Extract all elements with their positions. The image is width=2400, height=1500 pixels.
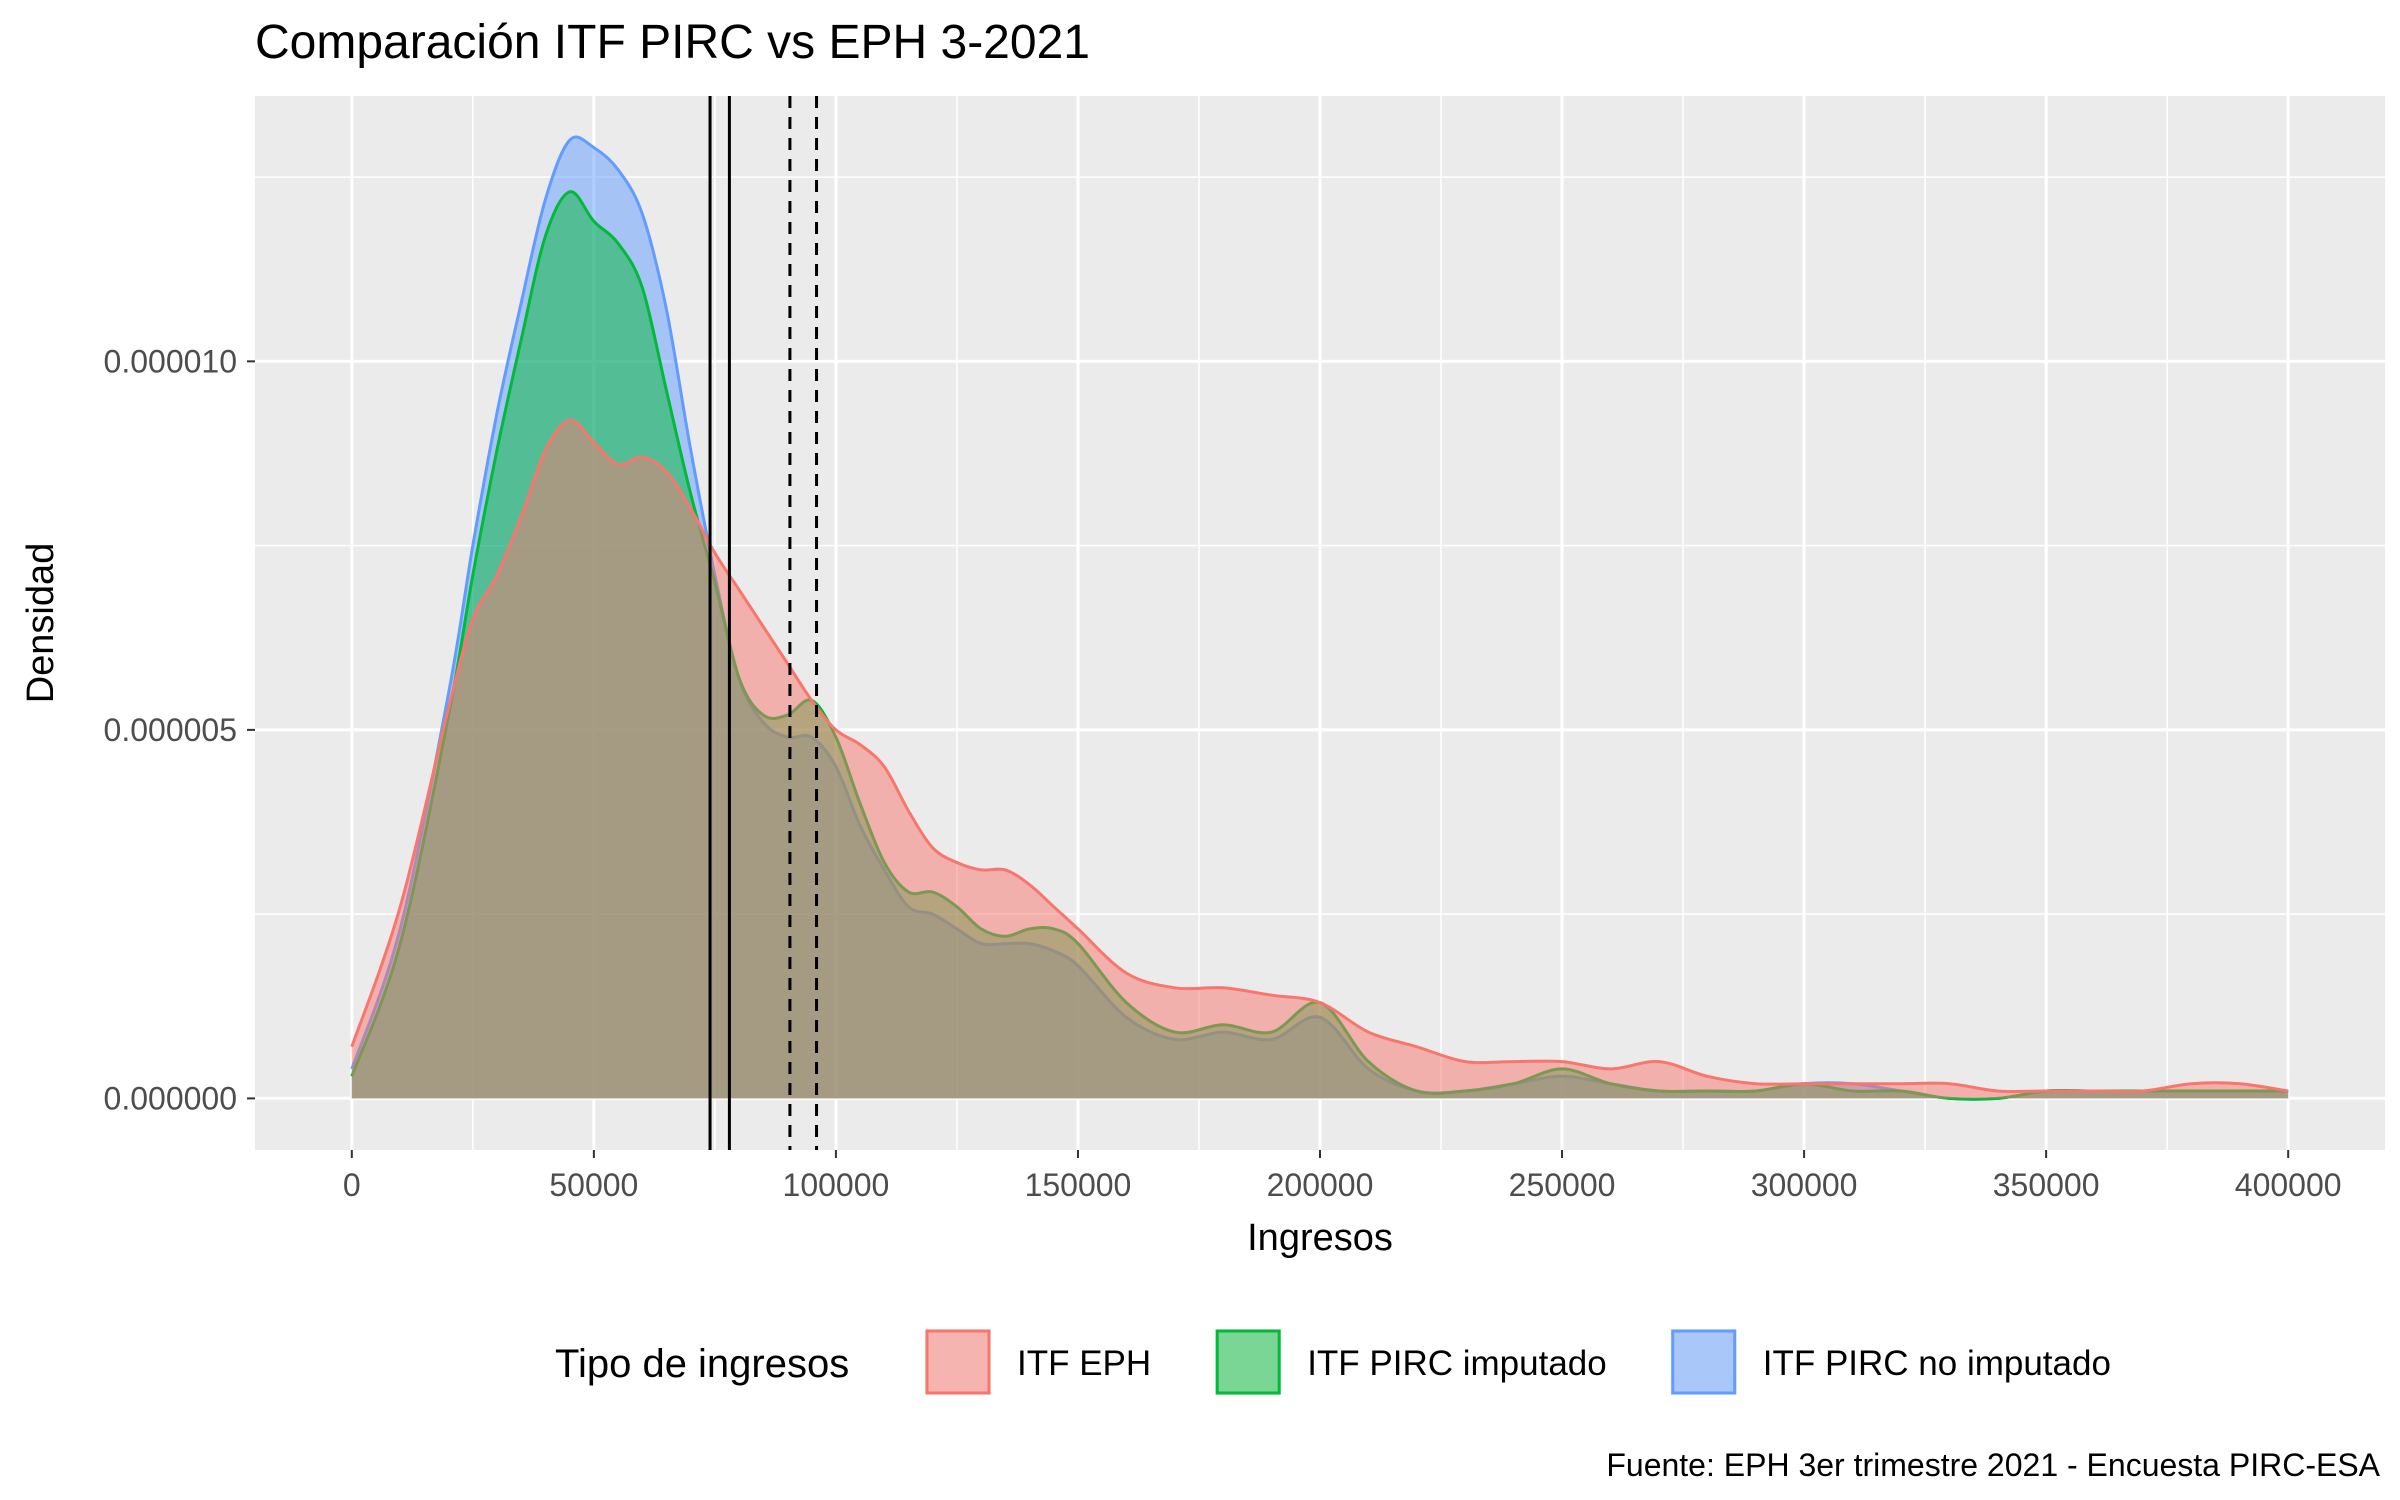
- y-axis-title: Densidad: [20, 543, 62, 704]
- x-axis: 0 50000 100000 150000 200000 250000 300000 3500…: [343, 1150, 2342, 1203]
- legend-label: ITF PIRC no imputado: [1763, 1344, 2111, 1383]
- x-tick-label: 0: [343, 1167, 361, 1203]
- reference-lines: [708, 96, 819, 1150]
- legend-label: ITF EPH: [1017, 1344, 1151, 1383]
- legend-item: ITF EPH: [925, 1329, 1151, 1395]
- x-tick-label: 300000: [1751, 1167, 1858, 1203]
- y-tick-label: 0.000000: [104, 1080, 237, 1116]
- legend: Tipo de ingresos ITF EPH ITF PIRC imputad…: [555, 1329, 2111, 1395]
- x-tick-label: 100000: [783, 1167, 890, 1203]
- x-tick-label: 150000: [1025, 1167, 1132, 1203]
- x-tick-label: 350000: [1993, 1167, 2100, 1203]
- legend-item: ITF PIRC imputado: [1215, 1329, 1607, 1395]
- density-area-itf-eph: [351, 420, 2289, 1099]
- chart-caption: Fuente: EPH 3er trimestre 2021 - Encuest…: [1606, 1447, 2380, 1483]
- y-axis: 0.000000 0.000005 0.000010: [104, 343, 255, 1116]
- x-tick-label: 50000: [549, 1167, 638, 1203]
- x-tick-label: 250000: [1509, 1167, 1616, 1203]
- x-tick-label: 200000: [1267, 1167, 1374, 1203]
- density-areas: [350, 135, 2289, 1101]
- legend-swatch: [925, 1329, 991, 1395]
- chart-title: Comparación ITF PIRC vs EPH 3-2021: [255, 16, 1090, 69]
- plot-panel: [255, 96, 2385, 1150]
- density-line-itf-eph: [350, 418, 2289, 1094]
- x-tick-label: 400000: [2235, 1167, 2342, 1203]
- legend-swatch: [1215, 1329, 1281, 1395]
- y-tick-label: 0.000005: [104, 712, 237, 748]
- y-tick-label: 0.000010: [104, 343, 237, 379]
- x-axis-title: Ingresos: [1247, 1217, 1393, 1259]
- legend-label: ITF PIRC imputado: [1307, 1344, 1607, 1383]
- legend-title: Tipo de ingresos: [555, 1342, 849, 1386]
- legend-swatch: [1671, 1329, 1737, 1395]
- legend-item: ITF PIRC no imputado: [1670, 1329, 2111, 1395]
